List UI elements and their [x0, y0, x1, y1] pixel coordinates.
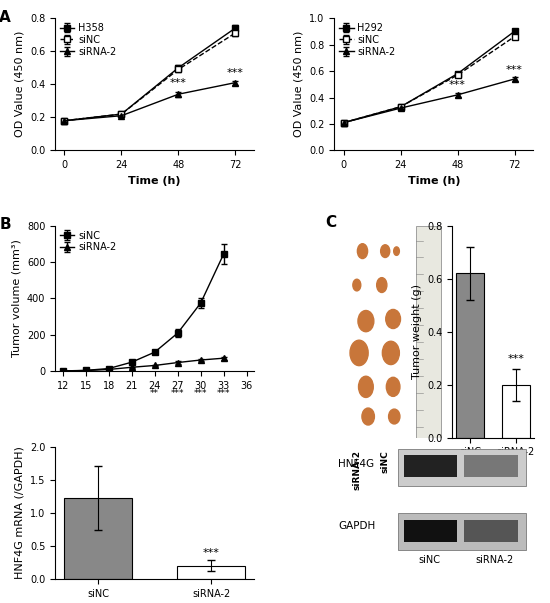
Text: ***: *** [203, 548, 220, 558]
Ellipse shape [350, 340, 368, 365]
Ellipse shape [382, 341, 399, 365]
Bar [64, 498, 132, 579]
Y-axis label: HNF4G mRNA (/GAPDH): HNF4G mRNA (/GAPDH) [14, 446, 24, 579]
FancyBboxPatch shape [404, 455, 458, 477]
Text: siRNA-2: siRNA-2 [353, 450, 361, 490]
Text: ***: *** [506, 65, 523, 75]
Ellipse shape [394, 247, 399, 256]
Bar [502, 385, 530, 438]
X-axis label: Time (h): Time (h) [129, 175, 181, 186]
FancyBboxPatch shape [398, 449, 525, 486]
Ellipse shape [353, 279, 361, 291]
Text: ***: *** [449, 80, 466, 90]
Text: B: B [0, 217, 11, 232]
Legend: H292, siNC, siRNA-2: H292, siNC, siRNA-2 [339, 23, 395, 57]
FancyBboxPatch shape [404, 520, 458, 541]
Ellipse shape [358, 311, 374, 332]
Text: ***: *** [170, 78, 187, 89]
Text: **: ** [150, 390, 159, 399]
Text: ***: *** [227, 69, 244, 78]
Bar [456, 273, 484, 438]
Legend: H358, siNC, siRNA-2: H358, siNC, siRNA-2 [60, 23, 117, 57]
Ellipse shape [389, 409, 400, 424]
Y-axis label: Tumor weight (g): Tumor weight (g) [412, 284, 422, 379]
Text: A: A [0, 10, 11, 25]
Text: siNC: siNC [419, 555, 441, 566]
Ellipse shape [377, 277, 387, 292]
FancyBboxPatch shape [464, 520, 518, 541]
Text: ***: *** [171, 390, 184, 399]
Ellipse shape [386, 309, 400, 329]
Text: HNF4G: HNF4G [338, 458, 374, 469]
Y-axis label: OD Value (450 nm): OD Value (450 nm) [14, 31, 24, 137]
Y-axis label: Tumor volume (mm³): Tumor volume (mm³) [11, 239, 21, 358]
Ellipse shape [386, 377, 400, 396]
Text: ***: *** [194, 390, 207, 399]
Text: ***: *** [217, 390, 230, 399]
Ellipse shape [359, 376, 373, 397]
Ellipse shape [381, 245, 390, 257]
Text: siNC: siNC [381, 450, 390, 473]
FancyBboxPatch shape [416, 226, 441, 438]
Text: C: C [325, 215, 336, 230]
Text: ***: *** [508, 353, 525, 364]
FancyBboxPatch shape [398, 513, 525, 550]
FancyBboxPatch shape [464, 455, 518, 477]
Ellipse shape [362, 408, 375, 425]
Bar [177, 566, 245, 579]
Y-axis label: OD Value (450 nm): OD Value (450 nm) [294, 31, 304, 137]
Text: siRNA-2: siRNA-2 [476, 555, 514, 566]
Text: GAPDH: GAPDH [338, 521, 375, 531]
Ellipse shape [358, 244, 367, 259]
X-axis label: Time (h): Time (h) [408, 175, 460, 186]
Legend: siNC, siRNA-2: siNC, siRNA-2 [60, 230, 117, 253]
